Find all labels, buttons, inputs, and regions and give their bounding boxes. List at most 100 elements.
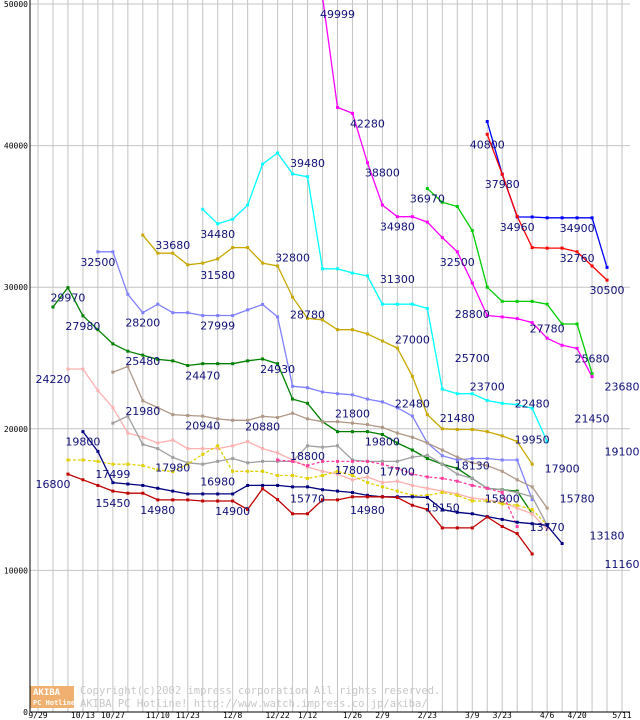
data-point <box>291 512 295 516</box>
data-point <box>410 374 414 378</box>
y-axis-tick-labels: 0 10000 20000 30000 40000 50000 <box>4 0 28 717</box>
data-point <box>276 458 280 462</box>
x-tick-label: 11/23 <box>176 711 200 720</box>
data-point <box>126 482 130 486</box>
data-label: 17980 <box>155 461 190 474</box>
data-label: 27780 <box>530 323 565 336</box>
data-point <box>515 299 519 303</box>
x-tick-label: 9/29 <box>28 711 47 720</box>
data-point <box>276 151 280 155</box>
x-tick-label: 10/27 <box>101 711 125 720</box>
data-point <box>365 459 369 463</box>
data-point <box>530 512 534 516</box>
data-point <box>186 462 190 466</box>
data-point <box>335 459 339 463</box>
data-point <box>335 328 339 332</box>
data-point <box>410 503 414 507</box>
data-point <box>66 286 70 290</box>
data-point <box>410 448 414 452</box>
data-point <box>276 483 280 487</box>
data-point <box>425 475 429 479</box>
data-point <box>156 447 160 451</box>
x-tick-label: 5/11 <box>612 711 631 720</box>
data-label: 25680 <box>575 352 610 365</box>
akiba-logo-line2: PC Hotline! <box>33 699 79 707</box>
data-point <box>306 417 310 421</box>
data-point <box>530 462 534 466</box>
data-point <box>186 263 190 267</box>
data-point <box>455 510 459 514</box>
data-point <box>440 491 444 495</box>
data-point <box>66 367 70 371</box>
data-point <box>261 261 265 265</box>
data-point <box>216 499 220 503</box>
data-point <box>500 315 504 319</box>
data-point <box>261 469 265 473</box>
data-point <box>500 458 504 462</box>
data-point <box>410 302 414 306</box>
data-point <box>515 525 519 529</box>
data-point <box>276 498 280 502</box>
data-label: 27980 <box>65 320 100 333</box>
data-point <box>186 492 190 496</box>
data-point <box>141 233 145 237</box>
data-point <box>470 392 474 396</box>
data-label: 21800 <box>335 407 370 420</box>
data-point <box>545 302 549 306</box>
data-point <box>350 459 354 463</box>
data-label: 21480 <box>440 412 475 425</box>
data-point <box>141 491 145 495</box>
data-label: 37980 <box>485 178 520 191</box>
y-tick-label: 40000 <box>4 142 28 151</box>
data-point <box>395 441 399 445</box>
data-label: 17499 <box>95 468 130 481</box>
data-label: 32500 <box>80 256 115 269</box>
y-tick-label: 20000 <box>4 425 28 434</box>
data-point <box>171 311 175 315</box>
data-point <box>321 498 325 502</box>
data-point <box>156 486 160 490</box>
data-point <box>605 265 609 269</box>
data-point <box>605 278 609 282</box>
data-point <box>575 216 579 220</box>
data-point <box>291 485 295 489</box>
akiba-logo-line1: AKIBA <box>33 688 61 698</box>
data-point <box>590 372 594 376</box>
data-point <box>96 250 100 254</box>
data-point <box>530 485 534 489</box>
data-label: 31300 <box>380 273 415 286</box>
data-point <box>261 357 265 361</box>
data-point <box>425 413 429 417</box>
data-label: 17700 <box>380 465 415 478</box>
data-point <box>201 207 205 211</box>
data-point <box>96 449 100 453</box>
data-point <box>500 517 504 521</box>
data-point <box>335 392 339 396</box>
data-point <box>321 445 325 449</box>
data-point <box>560 322 564 326</box>
data-point <box>470 476 474 480</box>
data-point <box>291 474 295 478</box>
data-point <box>261 459 265 463</box>
data-point <box>410 435 414 439</box>
data-point <box>575 250 579 254</box>
data-point <box>365 481 369 485</box>
data-point <box>530 498 534 502</box>
data-point <box>276 474 280 478</box>
data-point <box>216 444 220 448</box>
data-label: 22480 <box>515 398 550 411</box>
data-label: 24470 <box>185 370 220 383</box>
data-point <box>440 526 444 530</box>
x-tick-label: 11/10 <box>146 711 170 720</box>
data-point <box>440 476 444 480</box>
data-point <box>246 469 250 473</box>
data-point <box>470 526 474 530</box>
data-label: 15770 <box>290 493 325 506</box>
data-point <box>470 499 474 503</box>
data-point <box>500 434 504 438</box>
data-point <box>395 302 399 306</box>
data-point <box>171 498 175 502</box>
data-point <box>306 485 310 489</box>
data-point <box>410 495 414 499</box>
